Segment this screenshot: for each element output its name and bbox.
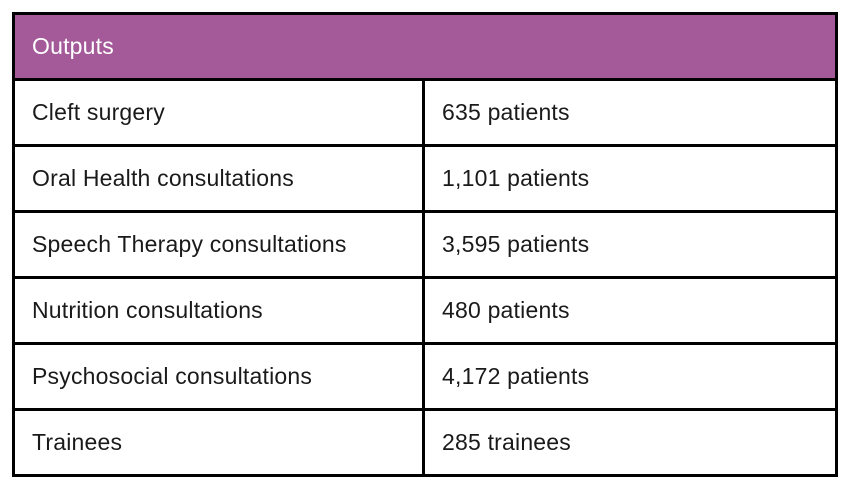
row-label: Psychosocial consultations — [12, 342, 425, 411]
row-label: Trainees — [12, 408, 425, 477]
table-row: Nutrition consultations 480 patients — [12, 276, 838, 345]
row-label: Oral Health consultations — [12, 144, 425, 213]
outputs-table: Outputs Cleft surgery 635 patients Oral … — [12, 12, 838, 477]
table-row: Speech Therapy consultations 3,595 patie… — [12, 210, 838, 279]
row-value: 480 patients — [422, 276, 838, 345]
row-label: Speech Therapy consultations — [12, 210, 425, 279]
outputs-table-container: Outputs Cleft surgery 635 patients Oral … — [12, 12, 838, 477]
row-value: 3,595 patients — [422, 210, 838, 279]
table-row: Oral Health consultations 1,101 patients — [12, 144, 838, 213]
row-value: 285 trainees — [422, 408, 838, 477]
row-label: Cleft surgery — [12, 78, 425, 147]
row-label: Nutrition consultations — [12, 276, 425, 345]
table-header-row: Outputs — [12, 12, 838, 81]
row-value: 1,101 patients — [422, 144, 838, 213]
table-title: Outputs — [12, 12, 838, 81]
table-row: Cleft surgery 635 patients — [12, 78, 838, 147]
row-value: 635 patients — [422, 78, 838, 147]
row-value: 4,172 patients — [422, 342, 838, 411]
table-row: Trainees 285 trainees — [12, 408, 838, 477]
table-row: Psychosocial consultations 4,172 patient… — [12, 342, 838, 411]
